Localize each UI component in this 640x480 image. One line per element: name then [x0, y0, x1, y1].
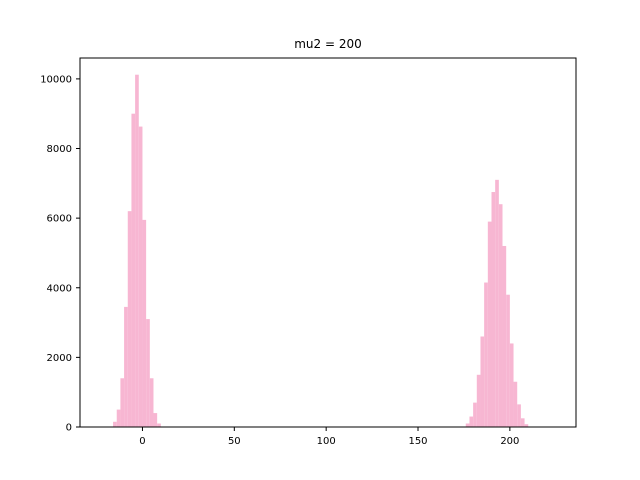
y-tick-label: 6000 [47, 214, 72, 225]
histogram-bar [491, 192, 496, 427]
histogram-bar [476, 374, 481, 427]
histogram-bar [131, 113, 136, 427]
histogram-bar [513, 381, 518, 427]
histogram-bar [138, 126, 143, 427]
histogram-bar [484, 282, 488, 427]
histogram-bar [487, 221, 492, 427]
y-tick-label: 2000 [47, 353, 72, 364]
chart-title: mu2 = 200 [294, 37, 362, 51]
histogram-bar [157, 423, 161, 427]
histogram-bar [135, 74, 139, 427]
histogram-bar [520, 418, 525, 427]
x-tick-label: 100 [317, 436, 336, 447]
histogram-bar [469, 416, 474, 427]
histogram-bar [480, 336, 485, 427]
histogram-bar [502, 245, 507, 427]
histogram-bar [116, 409, 121, 427]
y-tick-label: 8000 [47, 144, 72, 155]
histogram-bar [465, 423, 470, 427]
x-tick-label: 0 [139, 436, 145, 447]
x-tick-label: 200 [500, 436, 519, 447]
histogram-bar [146, 319, 150, 427]
plot-frame [79, 57, 577, 428]
histogram-bar [509, 343, 514, 427]
y-tick-label: 4000 [47, 283, 72, 294]
histogram-bar [153, 413, 158, 427]
x-tick-label: 50 [228, 436, 241, 447]
histogram-bar [524, 424, 529, 427]
histogram-bar [498, 204, 503, 427]
histogram-bar [473, 402, 477, 427]
histogram-bar [506, 294, 510, 427]
histogram-bar [149, 378, 154, 427]
histogram-bar [120, 378, 125, 427]
histogram-bar [113, 421, 117, 427]
histogram-bar [142, 219, 147, 427]
histogram-bar [127, 211, 132, 427]
histogram-bar [517, 404, 521, 427]
y-tick-label: 10000 [40, 74, 72, 85]
histogram-bar [495, 179, 499, 427]
y-tick-label: 0 [66, 423, 72, 434]
bars-layer [113, 74, 529, 427]
x-tick-label: 150 [408, 436, 427, 447]
histogram-bar [124, 306, 128, 427]
